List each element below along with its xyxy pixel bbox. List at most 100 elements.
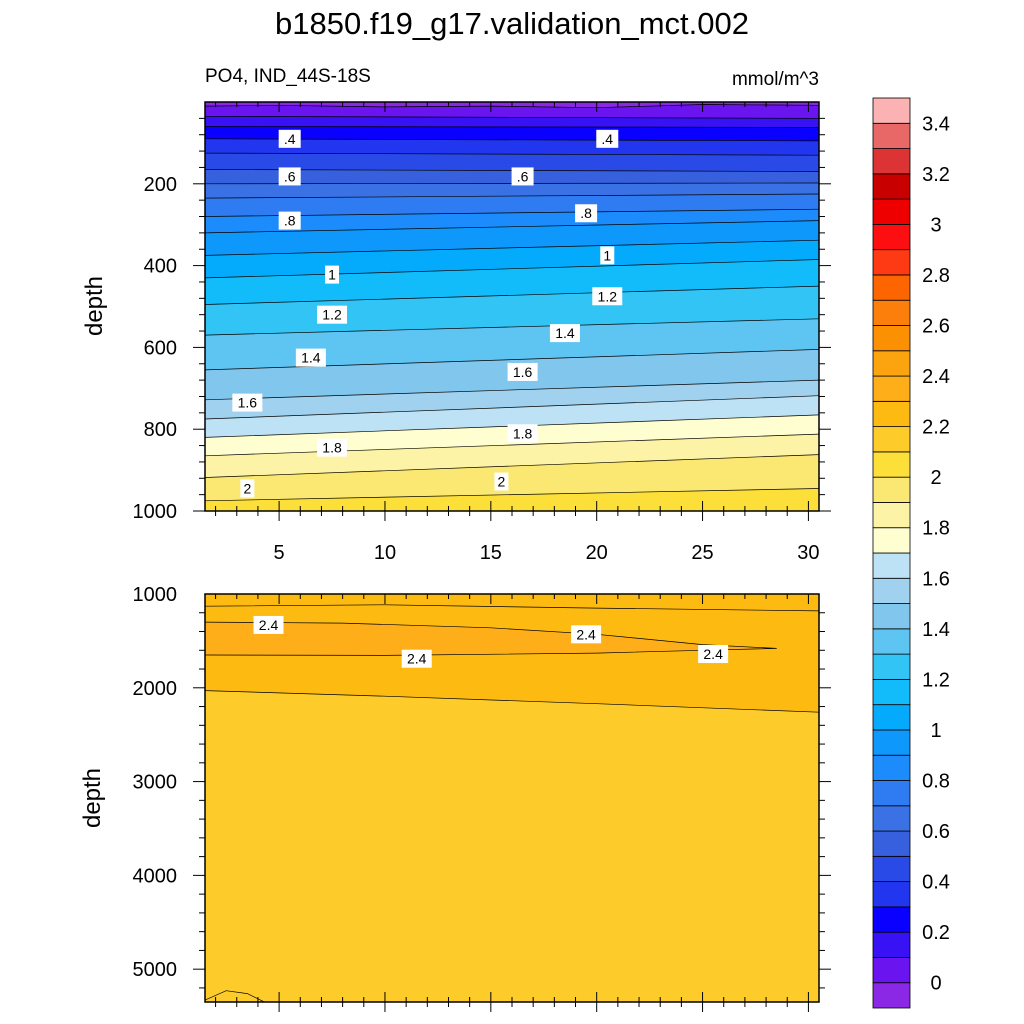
- contour-label-bg: [401, 649, 432, 668]
- upper-axes: 5 10 15 20 25 30 200 400 600 800 1000: [133, 102, 831, 564]
- colorbar-box: [872, 704, 911, 731]
- x-tick-label: 15: [480, 542, 502, 564]
- colorbar-tick-label: 1.2: [922, 669, 950, 691]
- y-tick-label: 3000: [133, 772, 178, 794]
- contour-line: [205, 621, 777, 656]
- colorbar-box: [872, 122, 911, 149]
- upper-filled-contours: [205, 102, 819, 511]
- y-tick-label: 5000: [133, 959, 178, 981]
- x-tick-label: 20: [586, 542, 608, 564]
- contour-label-bg: [240, 479, 255, 498]
- contour-label: 2: [240, 479, 255, 498]
- colorbar-tick-label: 2.8: [922, 265, 950, 287]
- contour-label-text: .4: [601, 131, 613, 147]
- contour-label-bg: [507, 362, 538, 381]
- contour-band: [205, 990, 265, 1002]
- contour-label-text: 1.8: [513, 425, 533, 441]
- colorbar-box: [872, 603, 911, 630]
- colorbar-box: [872, 274, 911, 301]
- colorbar-box: [872, 830, 911, 857]
- contour-label-text: .8: [284, 213, 296, 229]
- lower-filled-contours: [205, 594, 819, 1002]
- colorbar-box: [872, 729, 911, 756]
- colorbar-box: [872, 628, 911, 655]
- contour-label-bg: [253, 615, 284, 634]
- contour-line: [205, 318, 819, 336]
- contour-label-bg: [295, 348, 326, 367]
- contour-label: 1.2: [317, 305, 348, 324]
- contour-line: [205, 259, 819, 279]
- colorbar-tick-label: 2.4: [922, 366, 950, 388]
- y-tick-label: 1000: [133, 584, 178, 606]
- lower-panel: 2.4 2.4 2.4 2.4 1000 2000 3000 4000 5000 depth: [79, 584, 831, 1012]
- colorbar-box: [872, 780, 911, 807]
- contour-label-text: 1: [603, 247, 611, 263]
- contour-label-bg: [596, 129, 619, 148]
- x-tick-label: 25: [691, 542, 713, 564]
- colorbar-tick-labels: 0 0.2 0.4 0.6 0.8 1 1.2 1.4 1.6 1.8 2 2.2 2.4 2.6 2.8 3…: [922, 113, 950, 994]
- colorbar-box: [872, 451, 911, 478]
- colorbar-box: [872, 906, 911, 933]
- contour-label-bg: [232, 393, 263, 412]
- contour-line: [205, 379, 819, 401]
- y-tick-label: 800: [144, 419, 177, 441]
- contour-label-bg: [278, 129, 301, 148]
- colorbar-box: [872, 881, 911, 908]
- lower-contour-lines: [205, 604, 819, 1002]
- colorbar-tick-label: 2.2: [922, 417, 950, 439]
- y-tick-label: 200: [144, 174, 177, 196]
- contour-line: [205, 138, 819, 142]
- y-tick-label: 1000: [133, 501, 178, 523]
- contour-label: 1.8: [507, 424, 538, 443]
- contour-label-bg: [317, 305, 348, 324]
- colorbar-box: [872, 299, 911, 326]
- colorbar-box: [872, 148, 911, 175]
- contour-line: [205, 239, 819, 256]
- contour-label: 1: [600, 246, 615, 265]
- colorbar-tick-label: 1.8: [922, 518, 950, 540]
- contour-label-bg: [549, 324, 580, 343]
- colorbar-box: [872, 476, 911, 503]
- contour-line: [205, 990, 265, 1002]
- contour-label-bg: [511, 167, 534, 186]
- colorbar-box: [872, 653, 911, 680]
- contour-label-bg: [325, 265, 340, 284]
- colorbar-box: [872, 97, 911, 124]
- contour-label-text: 1.2: [598, 288, 618, 304]
- colorbar-tick-label: 0.6: [922, 821, 950, 843]
- colorbar: 0 0.2 0.4 0.6 0.8 1 1.2 1.4 1.6 1.8 2 2.2 2.4 2.6 2.8 3…: [872, 97, 950, 1009]
- contour-label: 2.4: [401, 649, 432, 668]
- y-tick-label: 2000: [133, 678, 178, 700]
- contour-label-text: .6: [284, 168, 296, 184]
- contour-line: [205, 488, 819, 502]
- contour-label-bg: [278, 211, 301, 230]
- colorbar-box: [872, 931, 911, 958]
- chart-subtitle-right: mmol/m^3: [732, 69, 819, 90]
- contour-label: .4: [278, 129, 301, 148]
- colorbar-box: [872, 678, 911, 706]
- contour-line: [205, 604, 819, 612]
- colorbar-box: [872, 198, 911, 225]
- colorbar-box: [872, 173, 911, 200]
- contour-label: 1.4: [549, 324, 580, 343]
- contour-label: 2: [494, 472, 509, 491]
- contour-label-bg: [592, 287, 623, 306]
- colorbar-tick-label: 1.4: [922, 619, 950, 641]
- contour-line: [205, 433, 819, 457]
- contour-line: [205, 454, 819, 478]
- contour-label-text: .8: [580, 205, 592, 221]
- contour-label: 1.6: [507, 362, 538, 381]
- contour-label-text: 2.4: [407, 651, 427, 667]
- colorbar-box: [872, 375, 911, 402]
- contour-label: 1.6: [232, 393, 263, 412]
- colorbar-boxes: [872, 97, 911, 1009]
- lower-plot-area: [205, 594, 819, 1002]
- contour-line: [205, 690, 819, 713]
- x-tick-label: 5: [274, 542, 285, 564]
- y-tick-label: 400: [144, 256, 177, 278]
- colorbar-tick-label: 2.6: [922, 316, 950, 338]
- contour-label-text: 1.8: [322, 440, 342, 456]
- lower-axes: 1000 2000 3000 4000 5000: [133, 584, 831, 1012]
- colorbar-box: [872, 223, 911, 251]
